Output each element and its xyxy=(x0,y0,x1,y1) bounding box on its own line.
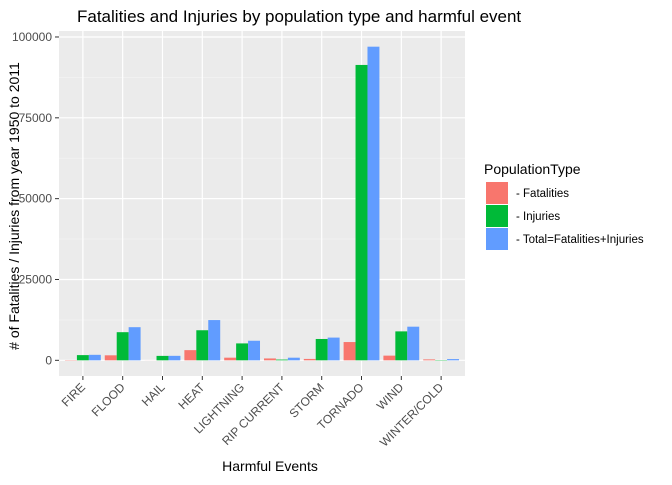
legend-key xyxy=(486,182,508,204)
bar-total xyxy=(208,320,220,360)
y-tick-label: 25000 xyxy=(19,272,53,286)
y-tick-label: 0 xyxy=(45,353,52,367)
bar-injuries xyxy=(276,360,288,361)
legend-label: - Total=Fatalities+Injuries xyxy=(516,234,644,246)
x-axis-title: Harmful Events xyxy=(222,458,318,474)
y-tick-label: 100000 xyxy=(12,30,52,44)
bar-injuries xyxy=(356,65,368,360)
x-tick-label: HAIL xyxy=(139,380,168,409)
bar-fatalities xyxy=(184,350,196,360)
bar-injuries xyxy=(117,332,129,360)
bar-injuries xyxy=(395,331,407,360)
bar-fatalities xyxy=(105,355,117,360)
plot-panel xyxy=(59,31,465,376)
bar-total xyxy=(89,355,101,360)
bar-fatalities xyxy=(264,358,276,360)
bar-total xyxy=(168,356,180,360)
x-tick-label: WIND xyxy=(374,380,407,413)
bar-injuries xyxy=(236,343,248,360)
y-tick-label: 50000 xyxy=(19,192,53,206)
bar-fatalities xyxy=(224,358,236,361)
bar-fatalities xyxy=(383,356,395,361)
bar-total xyxy=(447,359,459,360)
bar-fatalities xyxy=(344,342,356,360)
bar-injuries xyxy=(157,356,169,360)
bar-total xyxy=(248,341,260,361)
x-tick-label: FIRE xyxy=(59,380,88,409)
legend-key xyxy=(486,228,508,250)
bar-total xyxy=(407,327,419,361)
bar-fatalities xyxy=(423,359,435,360)
bar-total xyxy=(328,338,340,361)
bar-injuries xyxy=(77,355,89,360)
legend-label: - Fatalities xyxy=(516,188,569,200)
legend-title: PopulationType xyxy=(484,161,581,177)
bar-fatalities xyxy=(304,359,316,360)
bar-injuries xyxy=(316,339,328,360)
x-tick-label: HEAT xyxy=(176,380,208,412)
y-axis-title: # of Fatalities / Injuries from year 195… xyxy=(6,62,22,350)
y-tick-label: 75000 xyxy=(19,111,53,125)
bar-total xyxy=(129,327,141,360)
chart-title: Fatalities and Injuries by population ty… xyxy=(77,7,521,26)
x-tick-label: STORM xyxy=(286,380,326,420)
legend-key xyxy=(486,205,508,227)
bar-total xyxy=(288,358,300,361)
bar-injuries xyxy=(196,330,208,360)
bar-total xyxy=(367,47,379,361)
x-tick-label: FLOOD xyxy=(89,380,128,419)
legend: PopulationType - Fatalities - Injuries - T… xyxy=(484,161,644,250)
legend-label: - Injuries xyxy=(516,211,560,223)
